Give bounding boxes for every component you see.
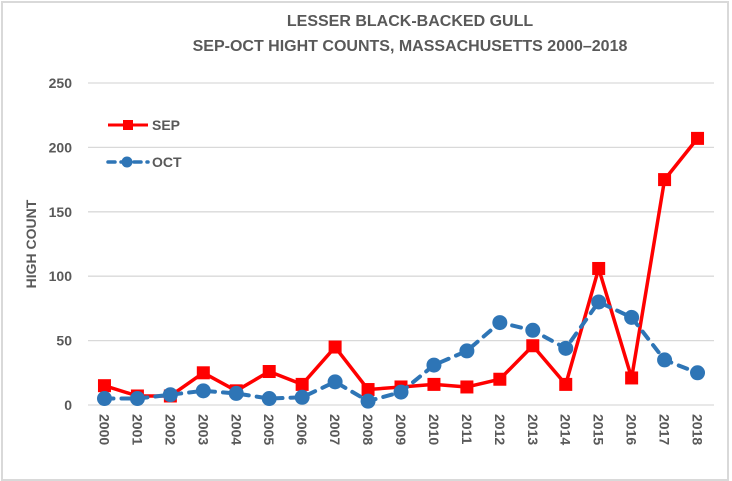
- y-tick-label: 150: [49, 204, 73, 220]
- data-point-sep[interactable]: [97, 379, 111, 393]
- legend-item-oct[interactable]: OCT: [106, 154, 182, 170]
- x-tick-label: 2001: [129, 414, 145, 445]
- data-point-oct[interactable]: [492, 315, 508, 331]
- x-tick-label: 2017: [657, 414, 673, 445]
- data-point-oct[interactable]: [426, 357, 442, 373]
- x-tick-label: 2002: [162, 414, 178, 445]
- x-tick-label: 2004: [228, 414, 244, 445]
- legend-item-sep[interactable]: SEP: [108, 117, 180, 133]
- data-point-oct[interactable]: [591, 294, 607, 310]
- data-point-oct[interactable]: [96, 391, 112, 407]
- series-oct: [96, 294, 706, 409]
- data-point-sep[interactable]: [691, 131, 705, 145]
- x-tick-label: 2005: [261, 414, 277, 445]
- line-chart: LESSER BLACK-BACKED GULL SEP-OCT HIGHT C…: [23, 13, 714, 445]
- y-tick-label: 250: [49, 75, 73, 91]
- legend-sep-square-marker-icon: [123, 120, 133, 130]
- data-point-sep[interactable]: [592, 261, 606, 275]
- data-point-oct[interactable]: [459, 343, 475, 359]
- y-axis-label: HIGH COUNT: [23, 199, 39, 288]
- chart-title-line-1: LESSER BLACK-BACKED GULL: [287, 13, 533, 30]
- x-tick-label: 2014: [558, 414, 574, 445]
- data-point-oct[interactable]: [624, 309, 640, 325]
- y-tick-label: 100: [49, 268, 73, 284]
- series-group: [96, 131, 706, 409]
- chart-title-line-2: SEP-OCT HIGHT COUNTS, MASSACHUSETTS 2000…: [193, 38, 628, 55]
- y-tick-label: 0: [64, 397, 72, 413]
- x-tick-label: 2016: [624, 414, 640, 445]
- data-point-sep[interactable]: [427, 377, 441, 391]
- data-point-oct[interactable]: [690, 365, 706, 381]
- gridlines: [88, 82, 714, 406]
- legend-sep-label: SEP: [152, 117, 180, 133]
- x-tick-label: 2003: [195, 414, 211, 445]
- data-point-sep[interactable]: [262, 365, 276, 379]
- data-point-oct[interactable]: [228, 385, 244, 401]
- data-point-oct[interactable]: [393, 384, 409, 400]
- data-point-sep[interactable]: [493, 372, 507, 386]
- x-tick-label: 2018: [690, 414, 706, 445]
- x-tick-label: 2015: [591, 414, 607, 445]
- legend-oct-label: OCT: [152, 154, 182, 170]
- data-point-oct[interactable]: [162, 387, 178, 403]
- x-tick-label: 2006: [294, 414, 310, 445]
- data-point-sep[interactable]: [658, 173, 672, 187]
- data-point-oct[interactable]: [327, 374, 343, 390]
- series-sep: [97, 131, 705, 403]
- x-tick-label: 2010: [426, 414, 442, 445]
- data-point-sep[interactable]: [559, 377, 573, 391]
- x-tick-label: 2012: [492, 414, 508, 445]
- data-point-oct[interactable]: [195, 383, 211, 399]
- x-tick-label: 2011: [459, 414, 475, 445]
- x-tick-label: 2007: [327, 414, 343, 445]
- x-tick-label: 2009: [393, 414, 409, 445]
- data-point-oct[interactable]: [657, 352, 673, 368]
- x-tick-label: 2000: [96, 414, 112, 445]
- y-tick-label: 200: [49, 139, 73, 155]
- x-axis-ticks: 2000 2001 2002 2003 2004 2005 2006 2007 2008 2009…: [96, 414, 705, 445]
- data-point-sep[interactable]: [196, 366, 210, 380]
- data-point-oct[interactable]: [261, 391, 277, 407]
- y-tick-label: 50: [56, 333, 72, 349]
- data-point-sep[interactable]: [460, 380, 474, 394]
- data-point-sep[interactable]: [328, 340, 342, 354]
- series-line-sep: [103, 137, 699, 398]
- data-point-sep[interactable]: [361, 383, 375, 397]
- data-point-sep[interactable]: [295, 377, 309, 391]
- legend: SEP OCT: [106, 117, 182, 170]
- x-tick-label: 2008: [360, 414, 376, 445]
- data-point-oct[interactable]: [525, 322, 541, 338]
- data-point-oct[interactable]: [129, 391, 145, 407]
- data-point-sep[interactable]: [625, 371, 639, 385]
- data-point-sep[interactable]: [526, 339, 540, 353]
- data-point-oct[interactable]: [360, 393, 376, 409]
- data-point-oct[interactable]: [558, 340, 574, 356]
- x-tick-label: 2013: [525, 414, 541, 445]
- legend-oct-circle-marker-icon: [121, 156, 133, 168]
- data-point-oct[interactable]: [294, 389, 310, 405]
- y-axis-ticks: 0 50 100 150 200 250: [49, 75, 73, 413]
